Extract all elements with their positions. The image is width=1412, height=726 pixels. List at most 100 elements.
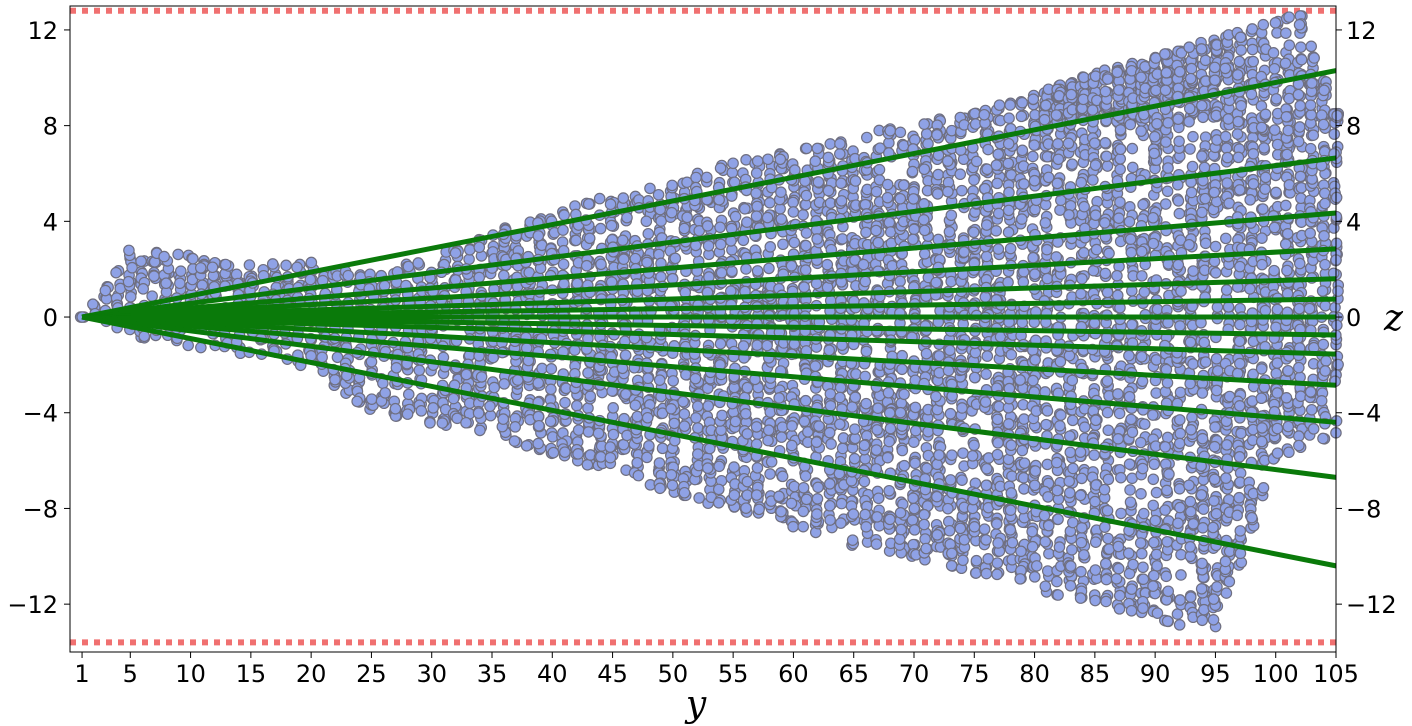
scatter-point: [787, 196, 799, 209]
scatter-point: [172, 248, 184, 261]
scatter-point: [1051, 484, 1064, 497]
scatter-point: [860, 521, 872, 533]
scatter-point: [464, 243, 476, 256]
scatter-point: [1052, 138, 1064, 150]
scatter-point: [980, 534, 992, 546]
scatter-point: [1074, 592, 1087, 604]
scatter-point: [812, 176, 825, 188]
scatter-point: [1016, 144, 1029, 157]
scatter-point: [592, 427, 605, 440]
scatter-point: [291, 261, 303, 274]
scatter-point: [858, 439, 871, 452]
scatter-point: [750, 489, 763, 501]
scatter-point: [980, 479, 993, 492]
scatter-point: [968, 439, 980, 452]
scatter-point: [1074, 489, 1087, 502]
scatter-point: [931, 529, 944, 541]
scatter-point: [764, 468, 776, 480]
scatter-point: [786, 420, 798, 432]
scatter-point: [980, 219, 993, 231]
scatter-point: [787, 206, 800, 218]
scatter-point: [810, 277, 823, 290]
scatter-point: [1089, 159, 1102, 171]
scatter-point: [931, 129, 943, 141]
scatter-point: [1101, 406, 1114, 419]
scatter-point: [714, 221, 726, 234]
scatter-point: [1112, 433, 1124, 445]
scatter-point: [942, 502, 954, 515]
scatter-point: [1067, 462, 1079, 475]
scatter-point: [750, 210, 763, 222]
scatter-point: [558, 209, 570, 221]
scatter-point: [944, 474, 957, 486]
scatter-point: [1075, 536, 1088, 549]
scatter-point: [968, 174, 980, 186]
scatter-point: [1066, 374, 1079, 387]
scatter-point: [870, 185, 883, 198]
scatter-point: [1074, 446, 1087, 458]
scatter-point: [797, 209, 809, 221]
scatter-point: [946, 547, 958, 560]
scatter-point: [1075, 288, 1087, 300]
scatter-point: [761, 211, 774, 224]
scatter-point: [849, 175, 862, 187]
scatter-point: [304, 273, 317, 286]
scatter-point: [401, 408, 414, 420]
scatter-point: [511, 374, 524, 386]
scatter-point: [954, 522, 967, 535]
scatter-point: [956, 402, 968, 414]
scatter-point: [1017, 472, 1030, 484]
scatter-point: [1086, 104, 1099, 116]
scatter-point: [716, 409, 728, 422]
scatter-point: [389, 402, 402, 415]
scatter-point: [978, 523, 991, 535]
scatter-point: [1026, 525, 1038, 538]
scatter-point: [992, 537, 1004, 549]
scatter-point: [1089, 495, 1101, 508]
scatter-point: [1112, 540, 1125, 553]
scatter-point: [908, 502, 921, 515]
scatter-point: [1064, 560, 1077, 572]
scatter-point: [750, 167, 763, 179]
scatter-point: [666, 179, 678, 192]
scatter-point: [726, 166, 739, 179]
scatter-point: [87, 298, 99, 311]
scatter-point: [799, 470, 812, 482]
scatter-point: [533, 419, 545, 432]
scatter-point: [1089, 564, 1102, 576]
scatter-point: [1076, 522, 1088, 534]
scatter-point: [641, 256, 653, 269]
scatter-point: [944, 407, 957, 420]
scatter-point: [1063, 486, 1076, 499]
scatter-point: [1066, 158, 1078, 170]
scatter-point: [582, 402, 594, 414]
scatter-point: [763, 196, 776, 209]
scatter-point: [788, 236, 801, 249]
scatter-point: [861, 131, 873, 144]
scatter-point: [966, 450, 979, 462]
scatter-point: [970, 567, 982, 579]
scatter-point: [160, 277, 172, 290]
scatter-point: [593, 192, 606, 205]
scatter-point: [665, 402, 677, 415]
scatter-point: [870, 538, 883, 550]
scatter-point: [1002, 276, 1014, 289]
scatter-point: [1002, 157, 1015, 170]
scatter-point: [594, 222, 607, 235]
scatter-point: [641, 451, 653, 464]
scatter-point: [918, 118, 930, 130]
scatter-point: [532, 377, 545, 389]
scatter-point: [110, 266, 122, 279]
scatter-point: [124, 291, 137, 303]
scatter-point: [909, 424, 922, 437]
scatter-point: [762, 424, 775, 437]
scatter-point: [762, 434, 774, 447]
scatter-point: [990, 225, 1002, 237]
scatter-point: [582, 367, 594, 379]
scatter-point: [424, 417, 436, 429]
scatter-point: [833, 418, 846, 431]
scatter-point: [1028, 174, 1041, 187]
scatter-point: [812, 481, 824, 494]
scatter-point: [520, 439, 533, 452]
scatter-point: [1099, 267, 1112, 280]
